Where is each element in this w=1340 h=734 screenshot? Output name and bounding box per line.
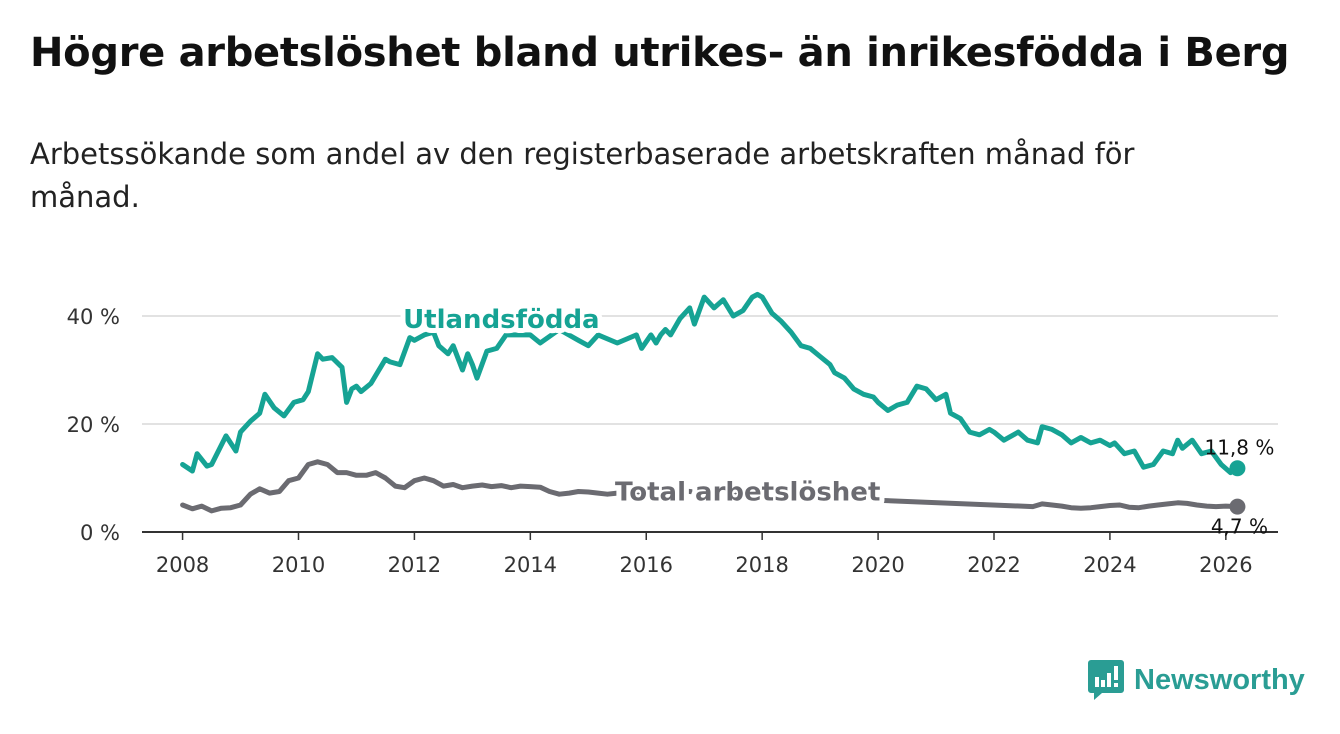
series-name-label-1: Total arbetslöshet	[615, 478, 880, 508]
x-tick-label: 2010	[272, 553, 325, 577]
series-end-label-0: 11,8 %	[1204, 435, 1274, 459]
x-tick-label: 2016	[620, 553, 673, 577]
chart-title: Högre arbetslöshet bland utrikes- än inr…	[30, 30, 1290, 76]
series-line-1	[180, 459, 1240, 514]
series-endpoint-0	[1229, 460, 1246, 477]
series-line-0	[180, 291, 1240, 476]
series-labels: 11,8 %4,7 %UtlandsföddaUtlandsföddaTotal…	[398, 300, 1274, 539]
y-tick-label: 40 %	[67, 305, 120, 329]
x-tick-label: 2012	[388, 553, 441, 577]
x-tick-label: 2022	[967, 553, 1020, 577]
axes: 0 % 20 % 40 % 2008 2010 2012 2014 2016 2018 2020 2…	[67, 305, 1278, 577]
series-name-halo-1: Total arbetslöshet	[615, 478, 880, 508]
newsworthy-logo-icon	[1088, 660, 1124, 700]
x-tick-label: 2014	[504, 553, 557, 577]
x-tick-label: 2026	[1199, 553, 1252, 577]
chart-subtitle: Arbetssökande som andel av den registerb…	[30, 137, 1135, 214]
brand-name: Newsworthy	[1134, 663, 1305, 696]
x-tick-label: 2018	[735, 553, 788, 577]
series-endpoint-1	[1229, 498, 1246, 515]
y-tick-label: 0 %	[80, 521, 120, 545]
x-tick-label: 2024	[1083, 553, 1136, 577]
x-tick-label: 2008	[156, 553, 209, 577]
gridlines	[142, 315, 1278, 425]
series-name-halo-0: Utlandsfödda	[403, 305, 600, 335]
brand: Newsworthy	[1088, 660, 1305, 700]
series-lines	[180, 291, 1246, 515]
series-name-label-0: Utlandsfödda	[403, 305, 600, 335]
y-tick-label: 20 %	[67, 413, 120, 437]
x-tick-label: 2020	[851, 553, 904, 577]
series-end-label-1: 4,7 %	[1211, 515, 1268, 539]
